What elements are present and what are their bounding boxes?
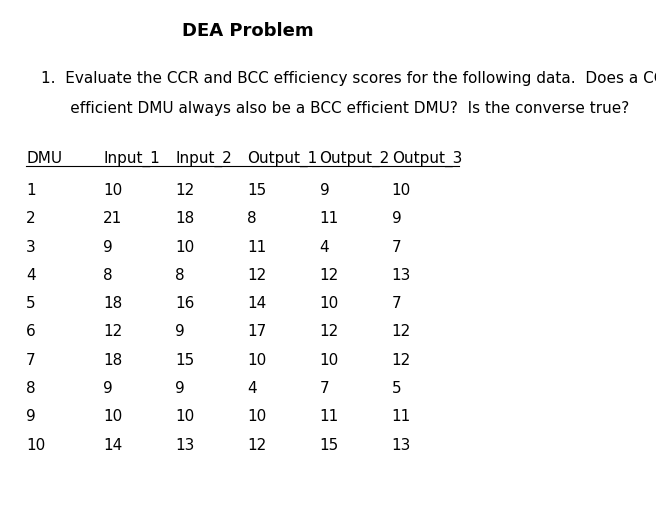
Text: 21: 21: [103, 211, 123, 226]
Text: 12: 12: [319, 267, 338, 282]
Text: 11: 11: [319, 211, 338, 226]
Text: 12: 12: [247, 267, 266, 282]
Text: 10: 10: [26, 437, 45, 451]
Text: 11: 11: [319, 409, 338, 423]
Text: Input_2: Input_2: [175, 151, 232, 166]
Text: 5: 5: [392, 380, 401, 395]
Text: 13: 13: [392, 437, 411, 451]
Text: 12: 12: [103, 324, 123, 339]
Text: 11: 11: [392, 409, 411, 423]
Text: 15: 15: [319, 437, 338, 451]
Text: 12: 12: [392, 324, 411, 339]
Text: 2: 2: [26, 211, 36, 226]
Text: 7: 7: [319, 380, 329, 395]
Text: 8: 8: [247, 211, 257, 226]
Text: 1: 1: [26, 183, 36, 197]
Text: 17: 17: [247, 324, 266, 339]
Text: 8: 8: [175, 267, 185, 282]
Text: 5: 5: [26, 296, 36, 310]
Text: 10: 10: [319, 296, 338, 310]
Text: 12: 12: [247, 437, 266, 451]
Text: 18: 18: [103, 352, 123, 367]
Text: DMU: DMU: [26, 151, 62, 165]
Text: Output_2: Output_2: [319, 151, 390, 166]
Text: 11: 11: [247, 239, 266, 254]
Text: 9: 9: [103, 380, 113, 395]
Text: 15: 15: [247, 183, 266, 197]
Text: 9: 9: [392, 211, 401, 226]
Text: 14: 14: [247, 296, 266, 310]
Text: 10: 10: [392, 183, 411, 197]
Text: 4: 4: [247, 380, 257, 395]
Text: 7: 7: [392, 296, 401, 310]
Text: 10: 10: [103, 183, 123, 197]
Text: 9: 9: [175, 324, 185, 339]
Text: 12: 12: [319, 324, 338, 339]
Text: DEA Problem: DEA Problem: [182, 22, 313, 40]
Text: 13: 13: [175, 437, 195, 451]
Text: 13: 13: [392, 267, 411, 282]
Text: 1.  Evaluate the CCR and BCC efficiency scores for the following data.  Does a C: 1. Evaluate the CCR and BCC efficiency s…: [41, 71, 656, 86]
Text: 7: 7: [392, 239, 401, 254]
Text: 12: 12: [392, 352, 411, 367]
Text: 16: 16: [175, 296, 195, 310]
Text: 7: 7: [26, 352, 36, 367]
Text: 6: 6: [26, 324, 36, 339]
Text: Output_3: Output_3: [392, 151, 462, 166]
Text: 14: 14: [103, 437, 123, 451]
Text: 12: 12: [175, 183, 195, 197]
Text: 9: 9: [319, 183, 329, 197]
Text: 18: 18: [103, 296, 123, 310]
Text: Output_1: Output_1: [247, 151, 318, 166]
Text: 10: 10: [247, 352, 266, 367]
Text: 10: 10: [319, 352, 338, 367]
Text: 9: 9: [175, 380, 185, 395]
Text: Input_1: Input_1: [103, 151, 160, 166]
Text: 10: 10: [175, 239, 195, 254]
Text: 3: 3: [26, 239, 36, 254]
Text: 15: 15: [175, 352, 195, 367]
Text: 9: 9: [26, 409, 36, 423]
Text: 10: 10: [103, 409, 123, 423]
Text: 4: 4: [319, 239, 329, 254]
Text: efficient DMU always also be a BCC efficient DMU?  Is the converse true?: efficient DMU always also be a BCC effic…: [41, 101, 629, 116]
Text: 4: 4: [26, 267, 36, 282]
Text: 10: 10: [247, 409, 266, 423]
Text: 8: 8: [26, 380, 36, 395]
Text: 10: 10: [175, 409, 195, 423]
Text: 8: 8: [103, 267, 113, 282]
Text: 9: 9: [103, 239, 113, 254]
Text: 18: 18: [175, 211, 195, 226]
